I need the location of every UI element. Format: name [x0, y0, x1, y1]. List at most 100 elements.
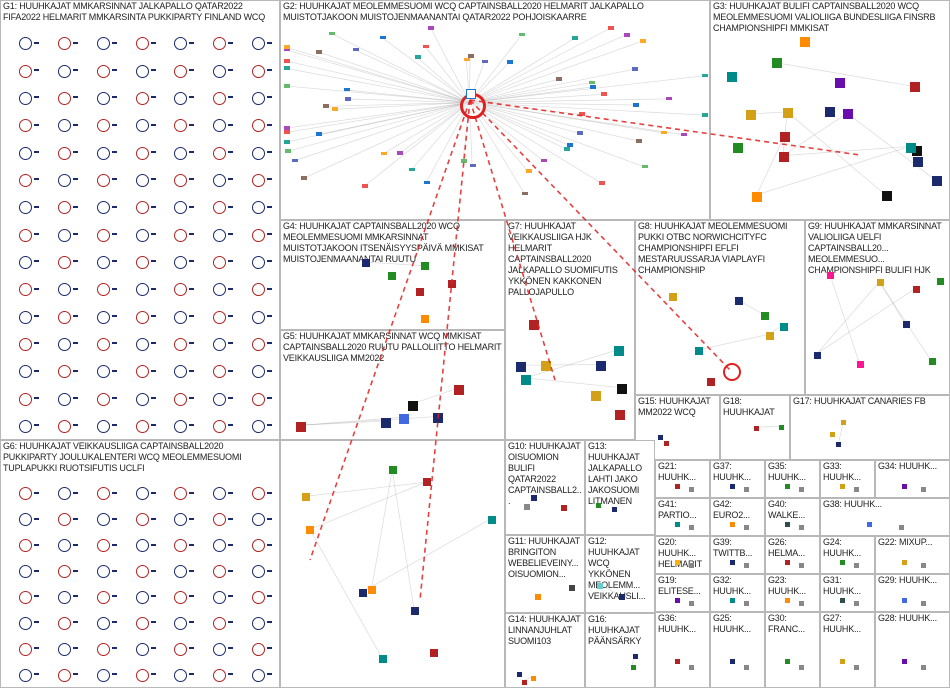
- grid-node: [213, 393, 226, 406]
- panel-g31: G31: HUUHK...: [820, 574, 875, 612]
- grid-tick: [112, 370, 117, 372]
- grid-node: [97, 147, 110, 160]
- grid-node: [174, 393, 187, 406]
- panel-title: G42: EURO2...: [713, 499, 762, 521]
- grid-tick: [34, 647, 39, 649]
- grid-node: [213, 513, 226, 526]
- scatter-node: [772, 58, 782, 68]
- mini-node: [799, 525, 804, 530]
- scatter-node: [408, 401, 418, 411]
- grid-node: [136, 338, 149, 351]
- grid-node: [174, 256, 187, 269]
- grid-tick: [267, 69, 272, 71]
- grid-node: [252, 643, 265, 656]
- scatter-node: [379, 655, 387, 663]
- panel-title: G31: HUUHK...: [823, 575, 872, 597]
- grid-tick: [151, 69, 156, 71]
- grid-tick: [151, 647, 156, 649]
- grid-tick: [228, 178, 233, 180]
- grid-node: [97, 65, 110, 78]
- panel-g27: G27: HUUHK...: [820, 612, 875, 688]
- network-treemap: G1: HUUHKAJAT MMKARSINNAT JALKAPALLO QAT…: [0, 0, 950, 688]
- panel-g10: G10: HUUHKAJAT OISUOMION BULIFI QATAR202…: [505, 440, 585, 535]
- grid-node: [19, 119, 32, 132]
- spoke-node: [599, 181, 605, 185]
- mini-node: [840, 560, 845, 565]
- mini-node: [744, 665, 749, 670]
- scatter-node: [707, 378, 715, 386]
- grid-node: [174, 283, 187, 296]
- grid-tick: [112, 621, 117, 623]
- grid-tick: [112, 647, 117, 649]
- spoke-node: [482, 60, 488, 64]
- grid-tick: [228, 315, 233, 317]
- grid-tick: [151, 233, 156, 235]
- grid-tick: [228, 544, 233, 546]
- mini-node: [675, 522, 680, 527]
- grid-tick: [73, 370, 78, 372]
- grid-tick: [34, 342, 39, 344]
- grid-tick: [73, 518, 78, 520]
- panel-g28: G28: HUUHK...: [875, 612, 950, 688]
- panel-title: G38: HUUHK...: [823, 499, 947, 510]
- grid-tick: [228, 42, 233, 44]
- grid-node: [19, 513, 32, 526]
- scatter-node: [825, 107, 835, 117]
- spoke-node: [702, 74, 708, 78]
- grid-tick: [73, 595, 78, 597]
- grid-tick: [228, 518, 233, 520]
- mini-node: [675, 484, 680, 489]
- panel-title: G28: HUUHK...: [878, 613, 947, 624]
- spoke-node: [409, 168, 415, 172]
- grid-node: [213, 487, 226, 500]
- grid-node: [58, 539, 71, 552]
- grid-tick: [151, 595, 156, 597]
- grid-tick: [189, 42, 194, 44]
- panel-g2: G2: HUUHKAJAT MEOLEMMESUOMI WCQ CAPTAINS…: [280, 0, 710, 220]
- mini-node: [744, 563, 749, 568]
- scatter-node: [529, 320, 539, 330]
- grid-tick: [189, 397, 194, 399]
- grid-node: [136, 513, 149, 526]
- scatter-node: [454, 385, 464, 395]
- grid-node: [19, 669, 32, 682]
- grid-tick: [228, 397, 233, 399]
- grid-tick: [189, 424, 194, 426]
- panel-g22: G22: MIXUP...: [875, 536, 950, 574]
- spoke-node: [633, 103, 639, 107]
- panel-title: G32: HUUHK...: [713, 575, 762, 597]
- panel-g25: G25: HUUHK...: [710, 612, 765, 688]
- grid-tick: [112, 518, 117, 520]
- grid-tick: [228, 570, 233, 572]
- mini-node: [840, 659, 845, 664]
- grid-tick: [73, 492, 78, 494]
- mini-node: [921, 601, 926, 606]
- grid-tick: [189, 621, 194, 623]
- grid-tick: [73, 260, 78, 262]
- scatter-node: [783, 108, 793, 118]
- grid-node: [174, 174, 187, 187]
- spoke-node: [464, 58, 470, 62]
- grid-tick: [112, 151, 117, 153]
- spoke-node: [362, 184, 368, 188]
- grid-node: [58, 591, 71, 604]
- panel-title: G15: HUUHKAJAT MM2022 WCQ: [638, 396, 717, 418]
- scatter-node: [596, 503, 601, 508]
- grid-tick: [73, 621, 78, 623]
- scatter-node: [841, 420, 846, 425]
- grid-tick: [73, 96, 78, 98]
- grid-tick: [151, 124, 156, 126]
- grid-node: [252, 65, 265, 78]
- grid-node: [213, 591, 226, 604]
- hub-node: [723, 363, 741, 381]
- grid-node: [136, 365, 149, 378]
- spoke-node: [381, 152, 387, 156]
- scatter-node: [761, 312, 769, 320]
- scatter-node: [727, 72, 737, 82]
- spoke-node: [608, 26, 614, 30]
- grid-node: [19, 174, 32, 187]
- panel-title: G5: HUUHKAJAT MMKARSINNAT WCQ MMKISAT CA…: [283, 331, 502, 364]
- scatter-node: [306, 526, 314, 534]
- grid-tick: [112, 544, 117, 546]
- grid-node: [58, 617, 71, 630]
